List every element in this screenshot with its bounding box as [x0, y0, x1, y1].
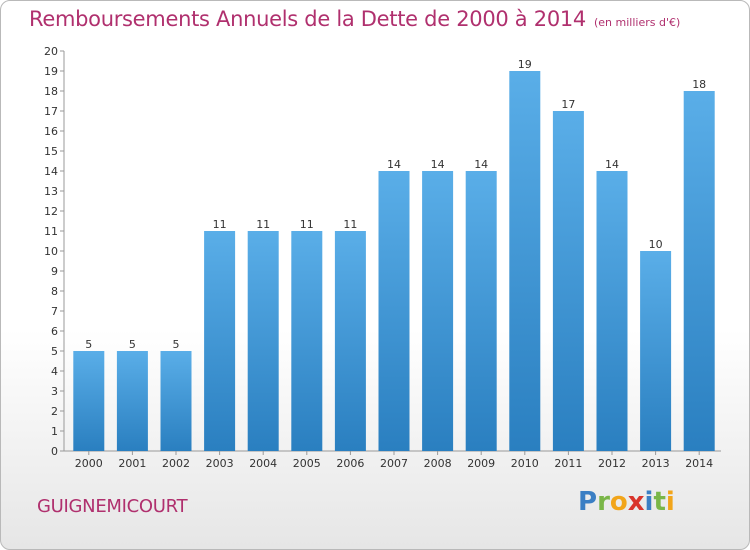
y-tick-label: 17: [44, 105, 58, 118]
y-tick-label: 11: [44, 225, 58, 238]
x-tick-label-2007: 2007: [380, 457, 408, 470]
data-label-2009: 14: [474, 158, 488, 171]
logo-letter: o: [609, 487, 628, 517]
x-tick-label-2004: 2004: [249, 457, 277, 470]
y-tick-label: 18: [44, 85, 58, 98]
data-label-2012: 14: [605, 158, 619, 171]
y-tick-label: 6: [51, 325, 58, 338]
data-label-2013: 10: [649, 238, 663, 251]
x-tick-label-2012: 2012: [598, 457, 626, 470]
bar-2014: [683, 91, 715, 451]
x-tick-label-2008: 2008: [424, 457, 452, 470]
logo-letter: P: [578, 487, 598, 517]
bar-2004: [247, 231, 279, 451]
bar-2011: [552, 111, 584, 451]
x-tick-label-2006: 2006: [336, 457, 364, 470]
x-tick-label-2002: 2002: [162, 457, 190, 470]
y-tick-label: 7: [51, 305, 58, 318]
y-tick-label: 0: [51, 445, 58, 458]
chart-title-main: Remboursements Annuels de la Dette de 20…: [29, 7, 586, 31]
bar-2005: [291, 231, 323, 451]
y-tick-label: 3: [51, 385, 58, 398]
data-label-2010: 19: [518, 58, 532, 71]
x-tick-label-2011: 2011: [554, 457, 582, 470]
y-tick-label: 14: [44, 165, 58, 178]
logo-letter: r: [597, 487, 610, 517]
data-label-2007: 14: [387, 158, 401, 171]
data-label-2002: 5: [173, 338, 180, 351]
x-tick-label-2003: 2003: [206, 457, 234, 470]
logo-letter: x: [627, 487, 645, 517]
x-tick-label-2009: 2009: [467, 457, 495, 470]
y-tick-label: 13: [44, 185, 58, 198]
data-label-2008: 14: [431, 158, 445, 171]
x-tick-label-2010: 2010: [511, 457, 539, 470]
y-tick-label: 15: [44, 145, 58, 158]
y-tick-label: 16: [44, 125, 58, 138]
bar-2001: [116, 351, 148, 451]
logo-letter: i: [644, 487, 654, 517]
data-label-2006: 11: [343, 218, 357, 231]
data-label-2005: 11: [300, 218, 314, 231]
data-label-2003: 11: [213, 218, 227, 231]
logo-letter: t: [653, 487, 666, 517]
y-tick-label: 8: [51, 285, 58, 298]
chart-title: Remboursements Annuels de la Dette de 20…: [29, 7, 680, 31]
labels-group: 0123456789101112131415161718192052000520…: [44, 45, 713, 470]
y-tick-label: 10: [44, 245, 58, 258]
x-tick-label-2001: 2001: [118, 457, 146, 470]
y-tick-label: 2: [51, 405, 58, 418]
bar-2003: [204, 231, 236, 451]
x-tick-label-2013: 2013: [642, 457, 670, 470]
bar-2013: [640, 251, 672, 451]
bar-2010: [509, 71, 541, 451]
bars-group: [73, 71, 715, 451]
x-tick-label-2005: 2005: [293, 457, 321, 470]
city-name: GUIGNEMICOURT: [37, 496, 188, 517]
x-tick-label-2014: 2014: [685, 457, 713, 470]
bar-2007: [378, 171, 410, 451]
y-tick-label: 12: [44, 205, 58, 218]
y-tick-label: 1: [51, 425, 58, 438]
data-label-2014: 18: [692, 78, 706, 91]
y-tick-label: 4: [51, 365, 58, 378]
data-label-2001: 5: [129, 338, 136, 351]
bar-2002: [160, 351, 192, 451]
bar-2012: [596, 171, 628, 451]
y-tick-label: 19: [44, 65, 58, 78]
bar-2000: [73, 351, 105, 451]
bar-2009: [465, 171, 497, 451]
bar-2006: [334, 231, 366, 451]
y-tick-label: 20: [44, 45, 58, 58]
proxiti-logo: Proxiti: [578, 487, 675, 517]
data-label-2004: 11: [256, 218, 270, 231]
y-tick-label: 5: [51, 345, 58, 358]
data-label-2011: 17: [561, 98, 575, 111]
bar-2008: [422, 171, 454, 451]
y-tick-label: 9: [51, 265, 58, 278]
chart-title-unit: (en milliers d'€): [594, 16, 681, 29]
x-tick-label-2000: 2000: [75, 457, 103, 470]
data-label-2000: 5: [85, 338, 92, 351]
logo-letter: i: [665, 487, 675, 517]
